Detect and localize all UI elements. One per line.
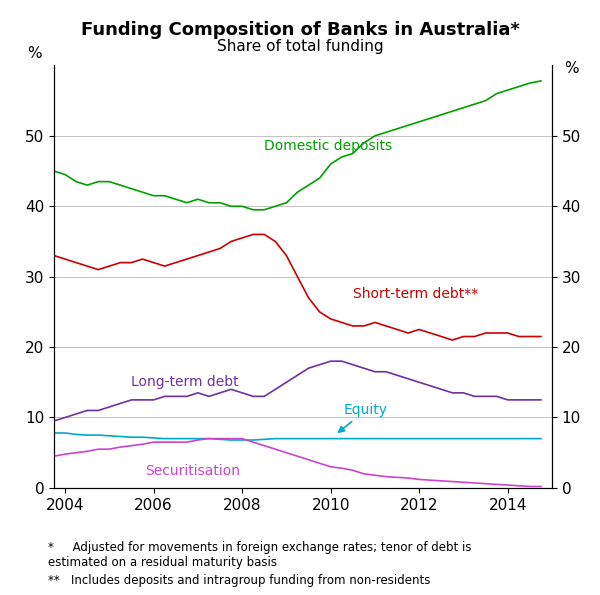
Y-axis label: %: % [565, 61, 579, 76]
Text: Equity: Equity [338, 403, 388, 432]
Y-axis label: %: % [27, 46, 41, 61]
Text: **   Includes deposits and intragroup funding from non-residents: ** Includes deposits and intragroup fund… [48, 574, 430, 587]
Text: Long-term debt: Long-term debt [131, 375, 239, 389]
Text: Share of total funding: Share of total funding [217, 39, 383, 54]
Text: Domestic deposits: Domestic deposits [264, 139, 392, 153]
Text: Short-term debt**: Short-term debt** [353, 287, 478, 301]
Text: Funding Composition of Banks in Australia*: Funding Composition of Banks in Australi… [80, 21, 520, 39]
Text: *     Adjusted for movements in foreign exchange rates; tenor of debt is
estimat: * Adjusted for movements in foreign exch… [48, 541, 472, 569]
Text: Securitisation: Securitisation [145, 464, 240, 478]
